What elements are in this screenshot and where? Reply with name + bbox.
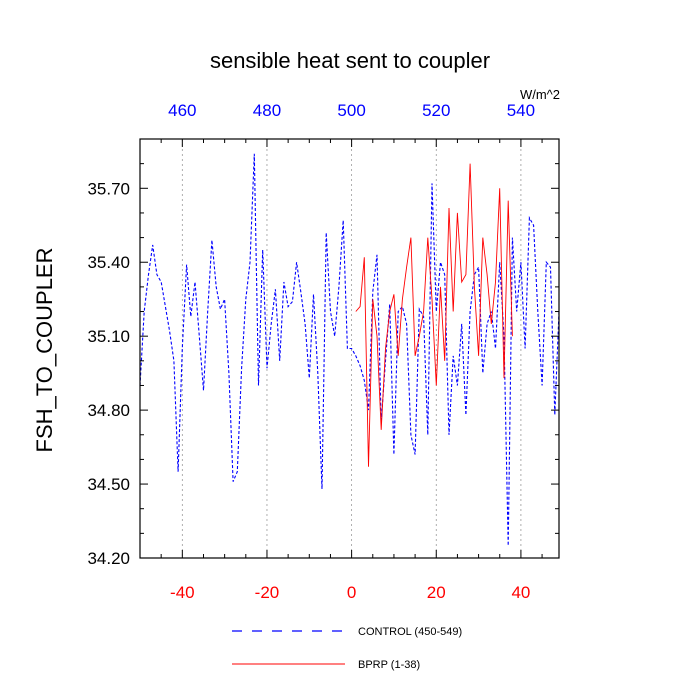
top-axis-tick-label: 540	[507, 101, 535, 120]
series-layer	[139, 153, 560, 546]
y-axis-tick-label: 35.70	[87, 179, 130, 198]
legend-label: BPRP (1-38)	[358, 659, 420, 671]
series-line	[355, 163, 513, 467]
units-label: W/m^2	[520, 87, 560, 102]
bottom-axis-tick-label: -40	[170, 583, 195, 602]
legend: CONTROL (450-549) BPRP (1-38)	[232, 626, 462, 671]
legend-label: CONTROL (450-549)	[358, 626, 462, 638]
y-axis-tick-label: 35.10	[87, 327, 130, 346]
top-axis-tick-label: 480	[253, 101, 281, 120]
bottom-axis-tick-label: -20	[255, 583, 280, 602]
y-axis-tick-label: 34.50	[87, 475, 130, 494]
chart-title: sensible heat sent to coupler	[210, 48, 490, 73]
y-axis-tick-label: 35.40	[87, 253, 130, 272]
y-axis-tick-label: 34.20	[87, 549, 130, 568]
plot-frame	[139, 138, 560, 559]
bottom-axis-tick-label: 0	[347, 583, 356, 602]
top-axis-tick-label: 460	[168, 101, 196, 120]
top-axis-tick-label: 500	[337, 101, 365, 120]
series-line	[139, 153, 560, 546]
top-axis-tick-label: 520	[422, 101, 450, 120]
axes: -40 -20 0 20 40 460 480 500 520 540 35.70 35.40 35.1…	[87, 101, 559, 602]
y-axis-label: FSH_TO_COUPLER	[32, 248, 57, 453]
bottom-axis-tick-label: 20	[427, 583, 446, 602]
y-axis-tick-label: 34.80	[87, 401, 130, 420]
bottom-axis-tick-label: 40	[511, 583, 530, 602]
